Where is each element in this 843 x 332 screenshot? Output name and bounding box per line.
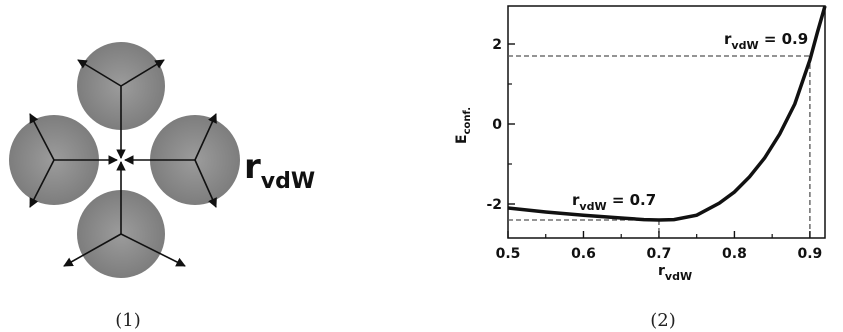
y-axis-ticks: 2 0 -2 (486, 37, 515, 213)
sphere-diagram: rvdW (9, 42, 315, 278)
x-tick-label: 0.8 (722, 246, 747, 262)
x-axis-label: rvdW (658, 263, 692, 283)
arrow-right-down (194, 159, 217, 208)
y-tick-label: 2 (492, 37, 502, 53)
x-tick-label: 0.6 (571, 246, 596, 262)
x-tick-label: 0.7 (647, 246, 672, 262)
energy-chart: 0.5 0.6 0.7 0.8 0.9 2 0 -2 rvdW = 0.7 rvdW = 0… (454, 5, 827, 283)
x-tick-label: 0.5 (496, 246, 521, 262)
arrow-bottom-down-left (63, 233, 122, 267)
reference-lines (508, 55, 811, 238)
plot-frame (507, 5, 826, 239)
annotation-09: rvdW = 0.9 (724, 30, 808, 52)
arrow-bottom-down-right (120, 233, 186, 267)
arrow-left-down (29, 159, 55, 208)
x-tick-label: 0.9 (797, 246, 822, 262)
energy-curve (507, 5, 827, 222)
y-tick-label: 0 (492, 117, 502, 133)
caption-1: (1) (115, 310, 141, 331)
arrow-top-up-right (120, 59, 165, 87)
arrow-right-up (194, 113, 217, 161)
arrow-left-up (29, 113, 55, 161)
x-axis-ticks: 0.5 0.6 0.7 0.8 0.9 (496, 231, 822, 262)
caption-2: (2) (650, 310, 676, 331)
arrow-top-up-left (77, 59, 122, 87)
y-axis-label: Econf. (454, 107, 473, 144)
annotation-07: rvdW = 0.7 (572, 191, 656, 213)
rvdw-label: rvdW (244, 147, 315, 194)
y-tick-label: -2 (486, 197, 502, 213)
